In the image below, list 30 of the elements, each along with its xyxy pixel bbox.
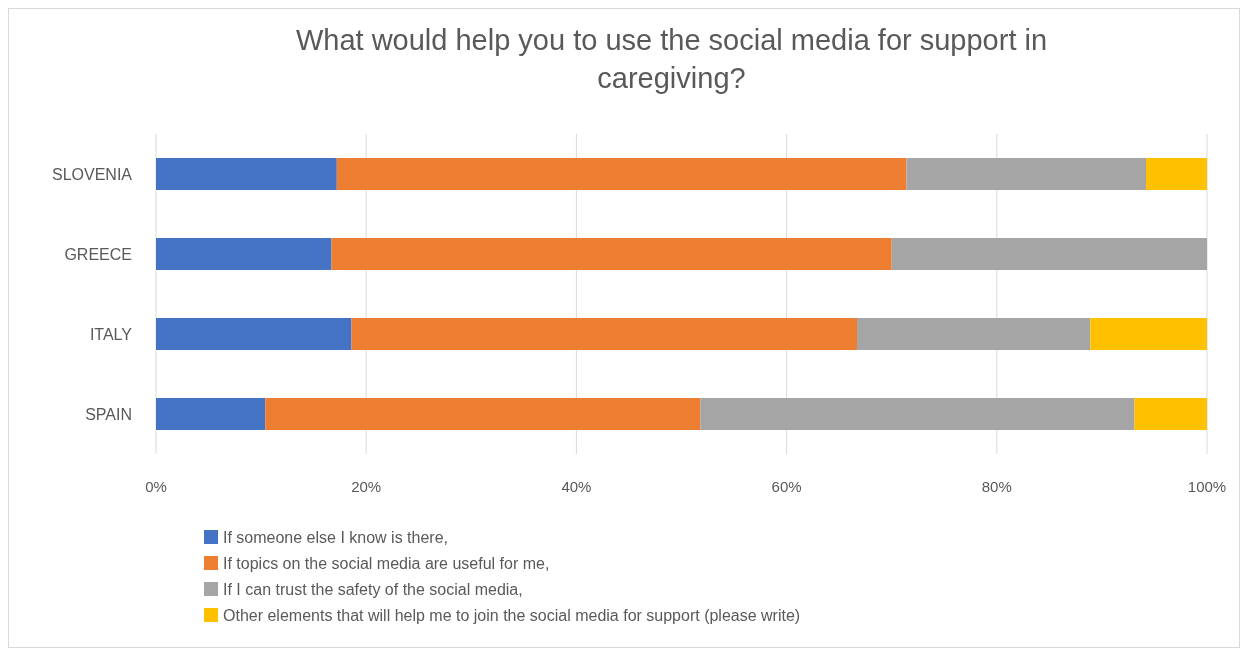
x-tick-label: 20% (351, 478, 382, 495)
x-tick-label: 0% (145, 478, 167, 495)
y-tick-label: ITALY (89, 326, 133, 343)
bar (156, 238, 332, 270)
legend-label: Other elements that will help me to join the social media for support (please write) (223, 607, 801, 624)
chart-title: What would help you to use the social media for support in caregiving? (295, 24, 1048, 94)
y-tick-label: SLOVENIA (51, 166, 133, 183)
bar (265, 398, 701, 430)
bar (331, 238, 892, 270)
x-tick-label: 100% (1187, 478, 1227, 495)
bar (351, 318, 858, 350)
legend-label: If I can trust the safety of the social media, (223, 581, 523, 598)
legend-label: If someone else I know is there, (223, 529, 448, 546)
y-tick-label: SPAIN (85, 406, 132, 423)
bar (1134, 398, 1207, 430)
bar (906, 158, 1147, 190)
bar (156, 318, 352, 350)
y-tick-label: GREECE (64, 246, 132, 263)
bar (857, 318, 1091, 350)
bar (700, 398, 1135, 430)
bar (156, 398, 266, 430)
legend-label: If topics on the social media are useful for me, (223, 555, 550, 572)
x-tick-label: 60% (771, 478, 802, 495)
bar (1146, 158, 1207, 190)
x-tick-label: 40% (561, 478, 592, 495)
bar (156, 158, 337, 190)
x-tick-label: 80% (981, 478, 1012, 495)
bar (891, 238, 1207, 270)
bar (1090, 318, 1207, 350)
bar (336, 158, 907, 190)
